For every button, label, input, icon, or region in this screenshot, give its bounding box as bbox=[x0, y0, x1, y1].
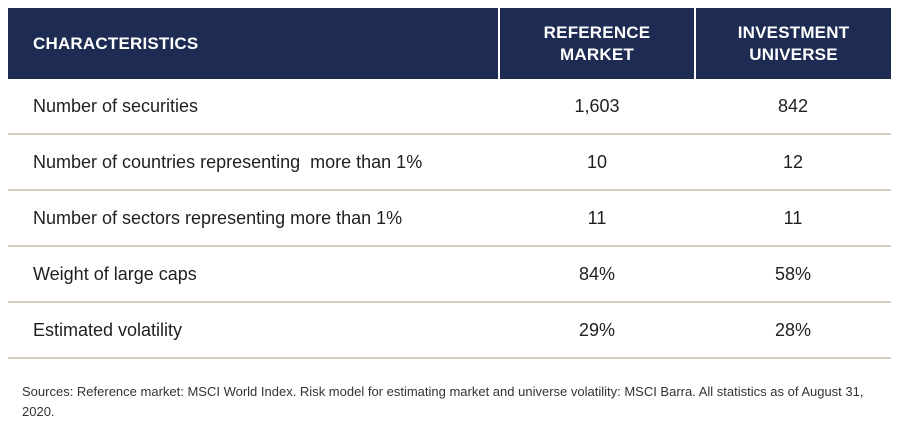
row-label: Weight of large caps bbox=[8, 246, 499, 303]
row-universe-value: 12 bbox=[695, 134, 891, 191]
table-header: CHARACTERISTICS REFERENCE MARKET INVESTM… bbox=[8, 8, 891, 79]
row-universe-value: 28% bbox=[695, 302, 891, 359]
row-universe-value: 842 bbox=[695, 79, 891, 135]
table-row: Number of countries representing more th… bbox=[8, 134, 891, 191]
table-row: Number of sectors representing more than… bbox=[8, 190, 891, 247]
row-label: Number of countries representing more th… bbox=[8, 134, 499, 191]
characteristics-table-container: CHARACTERISTICS REFERENCE MARKET INVESTM… bbox=[8, 8, 891, 359]
row-label: Estimated volatility bbox=[8, 302, 499, 359]
header-reference-line2: MARKET bbox=[560, 44, 634, 64]
table-row: Estimated volatility 29% 28% bbox=[8, 302, 891, 359]
header-reference-market: REFERENCE MARKET bbox=[498, 8, 695, 79]
header-characteristics: CHARACTERISTICS bbox=[8, 8, 499, 79]
row-universe-value: 11 bbox=[695, 190, 891, 247]
row-reference-value: 84% bbox=[499, 246, 695, 303]
header-reference-line1: REFERENCE bbox=[543, 22, 651, 42]
row-reference-value: 1,603 bbox=[499, 79, 695, 135]
row-reference-value: 11 bbox=[499, 190, 695, 247]
row-label: Number of sectors representing more than… bbox=[8, 190, 499, 247]
row-universe-value: 58% bbox=[695, 246, 891, 303]
header-investment-line1: INVESTMENT bbox=[737, 22, 850, 42]
row-reference-value: 10 bbox=[499, 134, 695, 191]
header-row: CHARACTERISTICS REFERENCE MARKET INVESTM… bbox=[8, 8, 891, 79]
row-label: Number of securities bbox=[8, 79, 499, 135]
sources-footnote: Sources: Reference market: MSCI World In… bbox=[22, 384, 864, 419]
table-row: Weight of large caps 84% 58% bbox=[8, 246, 891, 303]
table-body: Number of securities 1,603 842 Number of… bbox=[8, 79, 891, 359]
header-investment-line2: UNIVERSE bbox=[749, 44, 838, 64]
row-reference-value: 29% bbox=[499, 302, 695, 359]
header-investment-universe: INVESTMENT UNIVERSE bbox=[694, 8, 891, 79]
characteristics-table: CHARACTERISTICS REFERENCE MARKET INVESTM… bbox=[8, 8, 891, 359]
table-row: Number of securities 1,603 842 bbox=[8, 79, 891, 135]
